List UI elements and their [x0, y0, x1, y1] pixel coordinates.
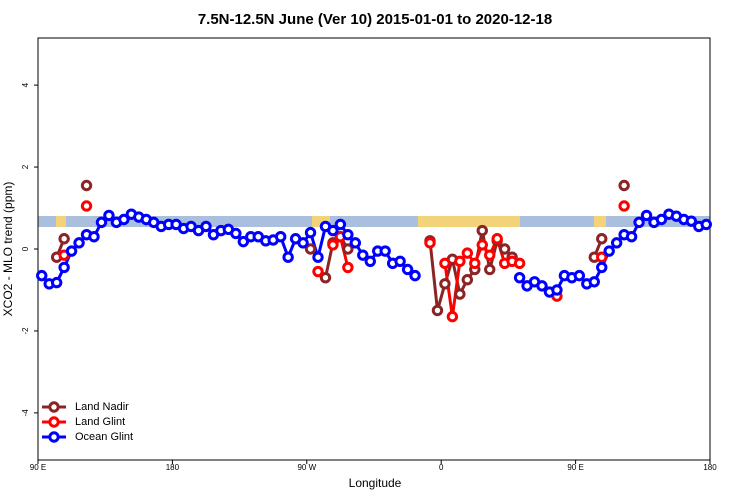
data-point	[304, 226, 317, 239]
data-point	[364, 255, 376, 267]
series-line	[57, 185, 624, 310]
data-point	[588, 276, 600, 288]
data-point	[282, 251, 294, 263]
data-point	[610, 237, 623, 249]
data-point	[200, 220, 212, 233]
data-point	[469, 257, 481, 270]
y-axis-label: XCO2 - MLO trend (ppm)	[1, 182, 15, 317]
data-point	[357, 249, 369, 261]
legend-marker	[48, 431, 60, 443]
data-point	[95, 216, 108, 229]
x-tick-label: 0	[439, 463, 444, 472]
data-point	[655, 213, 668, 226]
data-point	[319, 271, 332, 284]
chart-title: 7.5N-12.5N June (Ver 10) 2015-01-01 to 2…	[198, 11, 552, 28]
data-point	[536, 280, 548, 292]
legend-label: Ocean Glint	[75, 431, 133, 443]
data-point	[342, 261, 354, 274]
data-point	[476, 224, 488, 237]
data-point	[461, 274, 474, 286]
data-point	[625, 231, 638, 243]
data-point	[596, 261, 608, 274]
data-point	[498, 243, 511, 255]
data-point	[88, 231, 100, 243]
data-point	[73, 237, 85, 249]
y-tick-label: -4	[21, 409, 30, 417]
data-point	[342, 228, 354, 241]
data-point	[633, 216, 645, 229]
data-point	[484, 249, 496, 261]
data-point	[304, 243, 317, 255]
legend-label: Land Glint	[75, 416, 125, 428]
data-point	[103, 209, 115, 222]
data-point	[454, 288, 466, 300]
data-point	[312, 251, 324, 263]
data-point	[491, 233, 503, 245]
data-point	[618, 179, 630, 192]
x-tick-label: 90 W	[297, 463, 316, 472]
data-point	[431, 304, 444, 317]
data-point	[513, 271, 526, 284]
x-axis-label: Longitude	[349, 476, 402, 490]
data-point	[409, 269, 421, 282]
data-point	[513, 257, 526, 270]
data-point	[484, 263, 496, 276]
data-point	[640, 209, 653, 222]
y-tick-label: -2	[21, 327, 30, 335]
data-point	[327, 224, 339, 237]
data-point	[424, 237, 436, 249]
y-tick-label: 0	[21, 246, 30, 251]
data-point	[700, 218, 712, 231]
data-point	[551, 284, 563, 296]
data-point	[237, 235, 250, 248]
y-tick-label: 4	[21, 82, 30, 87]
data-point	[50, 276, 63, 289]
data-point	[342, 243, 354, 255]
data-point	[401, 263, 414, 276]
data-point	[334, 218, 347, 231]
data-point	[118, 213, 130, 226]
data-point	[439, 257, 451, 270]
data-point	[297, 237, 309, 249]
legend-label: Land Nadir	[75, 401, 129, 413]
data-point	[65, 245, 78, 257]
data-point	[439, 278, 451, 290]
data-point	[454, 255, 466, 267]
data-point	[274, 231, 287, 243]
x-tick-label: 180	[703, 463, 717, 472]
x-tick-label: 180	[166, 463, 180, 472]
data-point	[446, 310, 459, 323]
data-point	[685, 215, 698, 227]
data-point	[36, 269, 48, 282]
data-point	[80, 200, 93, 212]
data-point	[327, 239, 339, 251]
data-point	[461, 247, 474, 259]
data-point	[312, 265, 324, 278]
data-point	[80, 179, 93, 192]
data-point	[349, 237, 362, 249]
data-point	[58, 261, 70, 274]
map-strip	[38, 216, 710, 227]
data-point	[394, 255, 406, 267]
x-tick-label: 90 E	[567, 463, 583, 472]
data-point	[58, 233, 70, 245]
y-tick-label: 2	[21, 164, 30, 169]
legend-marker	[48, 401, 60, 413]
x-tick-label: 90 E	[30, 463, 46, 472]
data-point	[379, 245, 391, 257]
data-point	[596, 251, 608, 263]
data-point	[603, 245, 615, 257]
data-point	[476, 239, 488, 251]
data-point	[230, 227, 242, 240]
data-point	[596, 233, 608, 245]
legend-marker	[48, 416, 60, 428]
data-point	[573, 269, 586, 282]
data-point	[618, 200, 630, 212]
